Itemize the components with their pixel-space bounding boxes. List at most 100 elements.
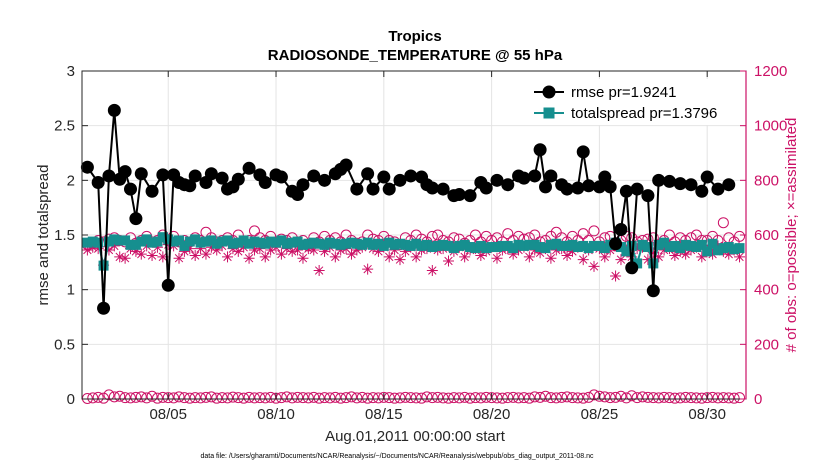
obs-possible-point: [232, 392, 244, 404]
obs-assimilated-point: [491, 252, 503, 264]
obs-possible-point: [502, 228, 514, 240]
rmse-point: [339, 158, 353, 172]
totalspread-point: [432, 240, 443, 251]
totalspread-point: [319, 239, 330, 250]
totalspread-point: [389, 239, 400, 250]
y-tick-label: 0: [67, 391, 75, 408]
rmse-point: [501, 178, 515, 192]
rmse-point: [646, 284, 660, 298]
obs-assimilated-point: [254, 243, 266, 255]
rmse-point: [291, 188, 305, 202]
y-right-tick-label: 600: [754, 227, 779, 244]
rmse-point: [619, 184, 633, 198]
totalspread-point: [707, 238, 718, 249]
rmse-point: [673, 177, 687, 191]
obs-possible-point: [620, 392, 632, 404]
obs-possible-point: [432, 391, 444, 403]
obs-possible-point: [426, 230, 438, 242]
obs-possible-point: [513, 392, 525, 404]
totalspread-point: [454, 240, 465, 251]
obs-assimilated-point: [103, 244, 115, 256]
totalspread-point: [357, 239, 368, 250]
rmse-point: [91, 176, 105, 190]
obs-possible-point: [238, 392, 250, 404]
totalspread-point: [648, 258, 659, 269]
obs-assimilated-point: [389, 244, 401, 256]
obs-possible-point: [329, 391, 341, 403]
totalspread-point: [680, 239, 691, 250]
totalspread-point: [346, 237, 357, 248]
obs-assimilated-point: [157, 251, 169, 263]
obs-assimilated-point: [329, 251, 341, 263]
obs-possible-point: [87, 392, 99, 404]
obs-possible-point: [561, 391, 573, 403]
totalspread-point: [589, 240, 600, 251]
obs-assimilated-point: [146, 250, 158, 261]
totalspread-point: [227, 238, 238, 249]
totalspread-point: [93, 237, 104, 248]
obs-possible-point: [130, 391, 142, 403]
obs-assimilated-point: [723, 248, 735, 260]
obs-possible-point: [254, 392, 266, 404]
rmse-point: [425, 181, 439, 195]
obs-possible-point: [529, 391, 541, 403]
totalspread-point: [120, 235, 131, 246]
obs-possible-point: [540, 390, 552, 402]
obs-possible-point: [114, 390, 126, 402]
obs-possible-point: [653, 392, 665, 404]
obs-possible-point: [141, 392, 153, 404]
totalspread-point: [276, 235, 287, 246]
obs-assimilated-point: [232, 245, 244, 257]
obs-assimilated-point: [200, 248, 212, 260]
totalspread-point: [632, 258, 643, 269]
totalspread-point: [206, 235, 217, 246]
obs-possible-point: [604, 392, 616, 404]
obs-assimilated-point: [383, 251, 395, 263]
obs-possible-point: [281, 391, 293, 403]
totalspread-point: [157, 232, 168, 243]
obs-assimilated-point: [442, 255, 454, 267]
obs-possible-point: [297, 392, 309, 404]
axes: 08/05 08/10 08/15 08/20 08/25 08/30 0 0.5 1 1.5 2 2…: [54, 63, 787, 423]
rmse-point: [274, 170, 288, 184]
totalspread-point: [459, 239, 470, 250]
totalspread-point: [540, 243, 551, 254]
x-axis-label: Aug.01,2011 00:00:00 start: [325, 428, 506, 445]
y-right-tick-label: 1000: [754, 118, 787, 135]
totalspread-point: [163, 234, 174, 245]
totalspread-point: [642, 242, 653, 253]
rmse-point: [102, 169, 116, 183]
obs-assimilated-point: [335, 244, 347, 256]
obs-assimilated-point: [642, 254, 654, 266]
rmse-point: [242, 161, 256, 175]
obs-assimilated-point: [345, 248, 357, 260]
y-axis-right-label: # of obs: o=possible; ×=assimilated: [783, 118, 800, 353]
totalspread-point: [427, 242, 438, 253]
y-right-tick-label: 1200: [754, 63, 787, 80]
totalspread-point: [324, 237, 335, 248]
rmse-point: [161, 278, 175, 292]
totalspread-point: [233, 237, 244, 248]
rmse-point: [528, 169, 542, 183]
totalspread-point: [265, 236, 276, 247]
rmse-point: [436, 182, 450, 196]
obs-possible-point: [399, 391, 411, 403]
y-tick-label: 2.5: [54, 118, 75, 135]
rmse-point: [296, 178, 310, 192]
totalspread-point: [524, 239, 535, 250]
obs-assimilated-point: [286, 245, 298, 257]
obs-assimilated-point: [577, 254, 589, 266]
rmse-point: [145, 184, 159, 198]
rmse-point: [598, 170, 612, 184]
totalspread-point: [594, 240, 605, 251]
totalspread-point: [179, 240, 190, 251]
obs-possible-point: [313, 392, 325, 404]
obs-assimilated-point: [297, 252, 309, 264]
obs-assimilated-point: [243, 252, 255, 264]
totalspread-point: [659, 237, 670, 248]
chart-title: Tropics: [388, 28, 441, 45]
y-tick-label: 2: [67, 172, 75, 189]
obs-possible-point: [663, 229, 675, 241]
y-tick-label: 1: [67, 282, 75, 299]
